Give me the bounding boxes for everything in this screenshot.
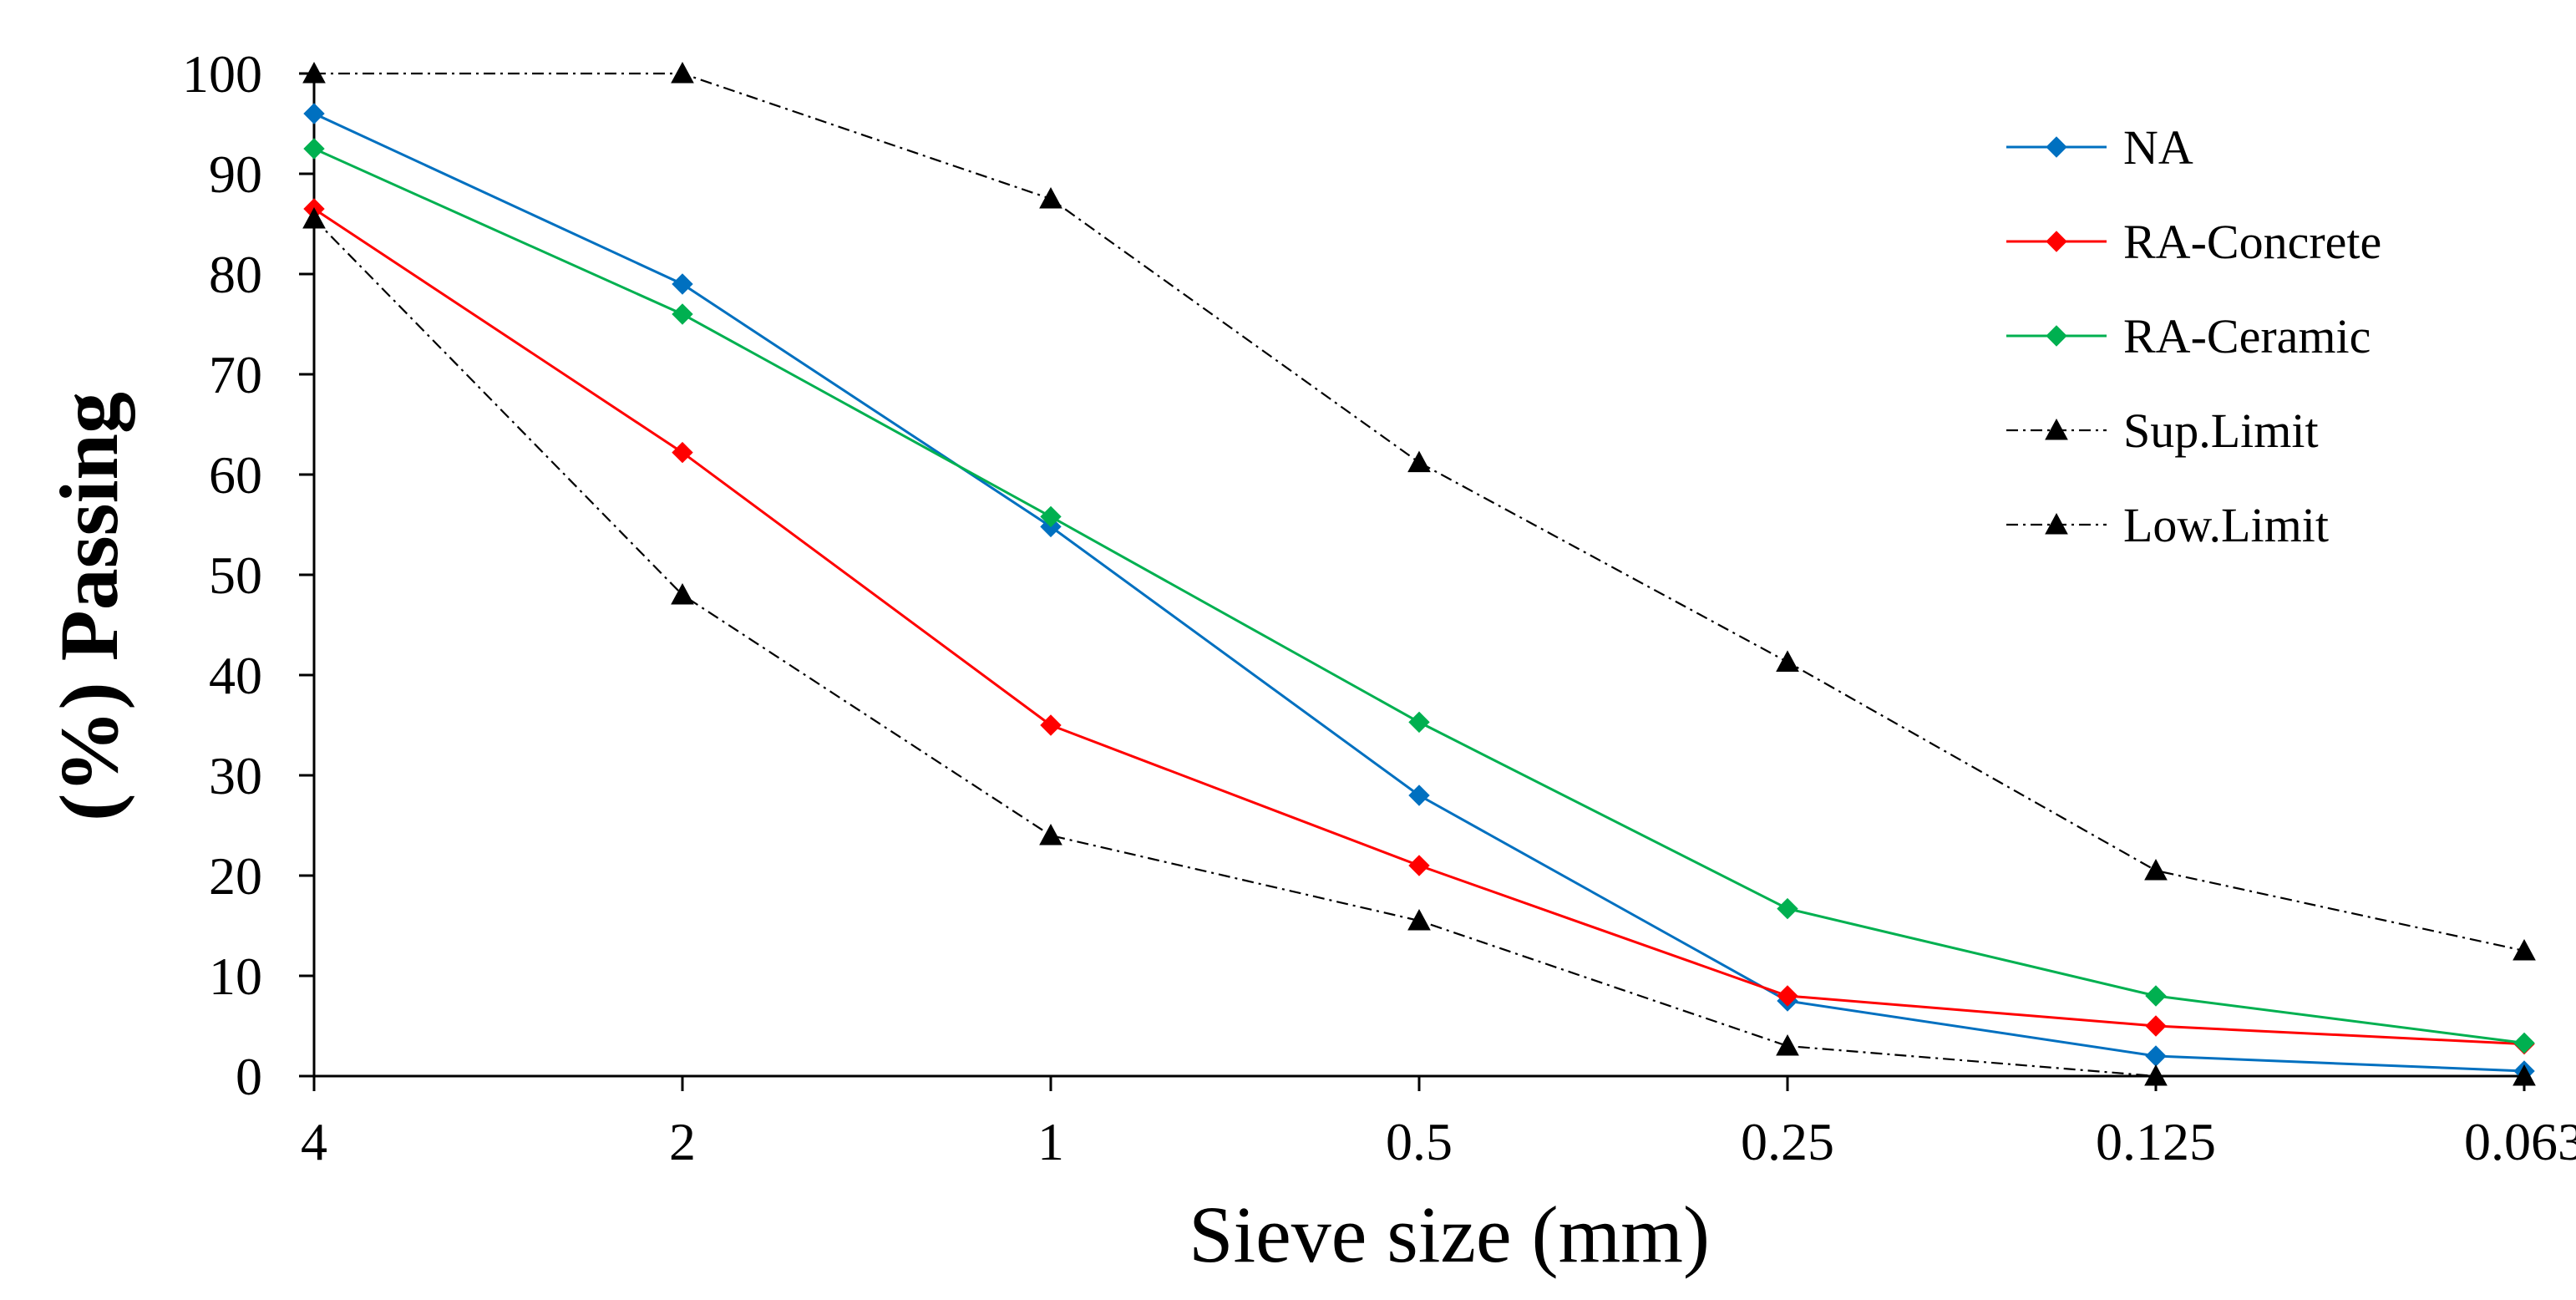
legend-label-low-limit: Low.Limit xyxy=(2123,498,2329,552)
y-tick-label: 30 xyxy=(209,746,262,805)
data-point-ra-concrete xyxy=(1040,714,1062,736)
data-point-ra-concrete xyxy=(1408,855,1430,876)
data-point-na xyxy=(303,103,325,124)
legend-marker-sup-limit xyxy=(2045,418,2068,440)
data-point-ra-ceramic xyxy=(1777,897,1798,920)
y-tick-label: 90 xyxy=(209,145,262,204)
x-tick-label: 0.5 xyxy=(1386,1112,1453,1171)
x-tick-label: 4 xyxy=(301,1112,327,1171)
legend-label-sup-limit: Sup.Limit xyxy=(2123,404,2319,458)
data-point-ra-ceramic xyxy=(1408,711,1430,734)
legend-marker-ra-concrete xyxy=(2046,231,2067,252)
y-axis-ticks: 0 10 20 30 40 50 60 70 80 90 100 xyxy=(182,44,314,1106)
legend-label-na: NA xyxy=(2123,120,2193,175)
data-point-ra-concrete xyxy=(2145,1015,2167,1037)
x-axis-ticks: 4 2 1 0.5 0.25 0.125 0.063 xyxy=(301,1076,2576,1171)
data-point-sup-limit xyxy=(1776,650,1799,672)
data-point-ra-ceramic xyxy=(2513,1032,2535,1054)
data-point-ra-ceramic xyxy=(1040,505,1062,528)
y-tick-label: 60 xyxy=(209,445,262,505)
data-point-sup-limit xyxy=(1039,186,1062,209)
y-tick-label: 70 xyxy=(209,345,262,404)
x-tick-label: 0.125 xyxy=(2096,1112,2216,1171)
data-point-low-limit xyxy=(2144,1064,2168,1086)
legend-marker-low-limit xyxy=(2045,512,2068,535)
data-point-low-limit xyxy=(2513,1064,2536,1086)
legend-label-ra-ceramic: RA-Ceramic xyxy=(2123,309,2371,363)
y-tick-label: 80 xyxy=(209,245,262,304)
legend-marker-na xyxy=(2046,136,2067,158)
data-point-low-limit xyxy=(1407,908,1431,931)
data-point-ra-concrete xyxy=(1777,985,1798,1007)
data-point-low-limit xyxy=(1776,1033,1799,1056)
y-axis-title: (%) Passing xyxy=(43,392,135,821)
y-tick-label: 10 xyxy=(209,947,262,1006)
y-tick-label: 100 xyxy=(182,44,262,104)
legend-label-ra-concrete: RA-Concrete xyxy=(2123,215,2381,269)
x-tick-label: 2 xyxy=(669,1112,696,1171)
data-point-na xyxy=(672,273,693,295)
data-point-low-limit xyxy=(1039,823,1062,846)
data-point-sup-limit xyxy=(671,61,694,84)
data-point-sup-limit xyxy=(302,61,326,84)
data-point-low-limit xyxy=(302,206,326,229)
data-point-sup-limit xyxy=(2144,858,2168,881)
data-point-na xyxy=(1408,785,1430,806)
y-tick-label: 50 xyxy=(209,546,262,605)
y-tick-label: 0 xyxy=(236,1047,262,1106)
data-point-low-limit xyxy=(671,582,694,605)
y-tick-label: 20 xyxy=(209,846,262,906)
data-point-ra-ceramic xyxy=(303,138,325,160)
x-tick-label: 0.25 xyxy=(1741,1112,1834,1171)
data-point-ra-concrete xyxy=(672,441,693,464)
legend-marker-ra-ceramic xyxy=(2046,325,2067,347)
x-axis-title: Sieve size (mm) xyxy=(1189,1190,1710,1279)
x-tick-label: 0.063 xyxy=(2464,1112,2576,1171)
y-tick-label: 40 xyxy=(209,646,262,705)
legend: NA RA-Concrete RA-Ceramic Sup.Limit Low.Limi… xyxy=(2006,120,2381,552)
data-point-ra-ceramic xyxy=(672,303,693,325)
data-point-ra-ceramic xyxy=(2145,985,2167,1007)
data-markers xyxy=(302,61,2536,1086)
x-tick-label: 1 xyxy=(1037,1112,1064,1171)
data-point-sup-limit xyxy=(2513,938,2536,961)
data-point-sup-limit xyxy=(1407,450,1431,473)
